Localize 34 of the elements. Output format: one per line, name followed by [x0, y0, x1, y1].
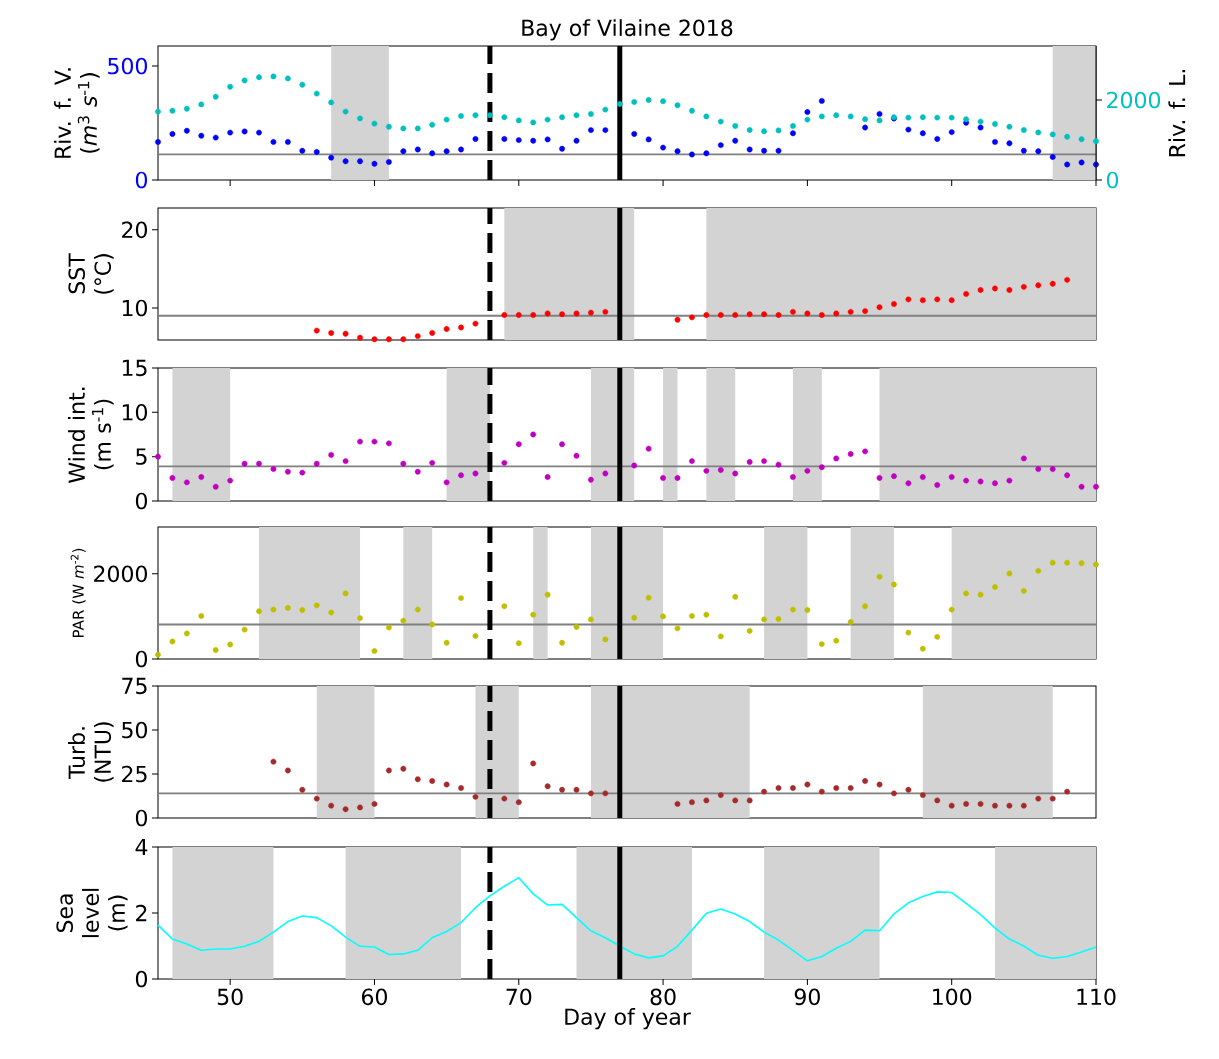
x-tick-label: 80 [650, 988, 676, 1006]
y-tick-label: 25 [122, 765, 147, 783]
y-tick-label: 10 [122, 404, 147, 421]
y2-tick-label: 0 [1106, 171, 1119, 189]
y-tick-label: 0 [135, 809, 147, 827]
y-tick-label: 10 [122, 299, 147, 317]
chart-title: Bay of Vilaine 2018 [522, 19, 733, 41]
y-tick-label: 20 [122, 221, 147, 239]
y-axis-title: PAR (W m$^{-2}$) [70, 548, 86, 637]
x-tick-label: 50 [217, 988, 243, 1006]
y-tick-label: 50 [122, 721, 147, 739]
y-tick-label: 4 [135, 838, 148, 856]
y2-tick-label: 2000 [1107, 91, 1161, 109]
y-tick-label: 2 [136, 904, 147, 922]
x-tick-label: 70 [506, 988, 532, 1006]
y-tick-label: 0 [135, 171, 147, 189]
x-tick-label: 110 [1077, 988, 1116, 1006]
y-axis-title: SST (°C) [68, 253, 114, 294]
y-tick-label: 5 [136, 448, 147, 465]
x-tick-label: 60 [362, 988, 387, 1006]
y-tick-label: 0 [135, 492, 147, 510]
y2-axis-title: Riv. f. L. [1168, 69, 1186, 157]
y-tick-label: 0 [135, 650, 147, 668]
x-tick-label: 90 [794, 988, 820, 1006]
y-axis-title: Wind int. (m s$^{-1}$) [67, 387, 114, 483]
x-axis-title: Day of year [565, 1008, 691, 1030]
y-tick-label: 500 [108, 57, 147, 75]
y-tick-label: 0 [135, 970, 147, 988]
y-tick-label: 15 [122, 359, 147, 377]
y-tick-label: 75 [122, 677, 147, 695]
y-axis-title: Sea level (m) [56, 888, 128, 938]
y-axis-title: Turb. (NTU) [67, 722, 114, 782]
y-tick-label: 2000 [94, 565, 147, 583]
x-tick-label: 100 [933, 988, 972, 1006]
